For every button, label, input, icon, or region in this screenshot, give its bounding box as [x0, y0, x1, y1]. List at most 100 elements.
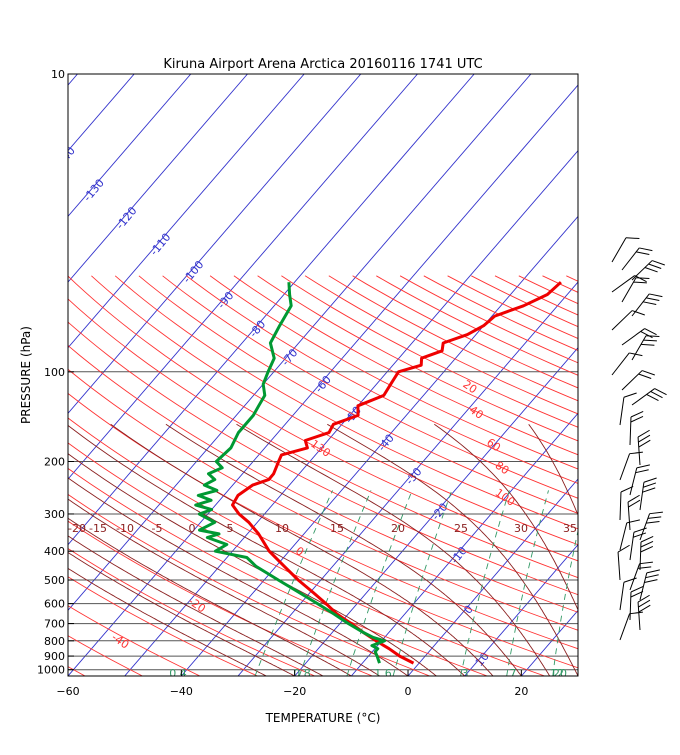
wind-barb	[611, 352, 643, 376]
wind-barb	[629, 464, 650, 496]
moist-adiabat-line	[68, 453, 437, 676]
wind-barb-shaft	[621, 370, 643, 391]
isotherm-label: -110	[147, 231, 173, 258]
wind-barb-shaft	[639, 572, 648, 601]
moist-adiabat-line	[68, 498, 380, 676]
wind-barbs	[611, 237, 667, 641]
isotherm-line	[68, 74, 305, 349]
dry-adiabat-line	[68, 275, 578, 562]
mixing-ratio-label: 1.6	[374, 667, 392, 680]
wind-barb-flag	[650, 391, 663, 399]
y-tick-label: 500	[44, 574, 65, 587]
x-axis-label: TEMPERATURE (°C)	[265, 711, 381, 725]
wind-barb-flag	[639, 561, 653, 565]
dry-adiabat-line	[114, 275, 578, 530]
wind-barb	[631, 388, 667, 406]
wind-barb-flag	[637, 429, 650, 438]
y-axis-label: PRESSURE (hPa)	[19, 326, 33, 424]
moist-adiabat-label: 25	[454, 522, 468, 535]
moist-adiabat-label: 35	[563, 522, 577, 535]
isotherm-line	[407, 478, 578, 676]
wind-barb-shaft	[631, 335, 647, 361]
dry-adiabat-line	[68, 344, 578, 613]
dry-adiabat-line	[233, 275, 578, 456]
wind-barb-flag	[640, 540, 654, 548]
wind-barb-flag	[654, 388, 667, 396]
wind-barb-flag	[629, 352, 643, 357]
wind-barb	[621, 370, 655, 391]
wind-barb-flag	[635, 277, 650, 280]
isotherm-line	[68, 74, 192, 217]
mixing-ratio-line	[552, 529, 578, 676]
wind-barb-shaft	[631, 260, 653, 281]
dry-adiabat-line	[257, 275, 578, 442]
wind-barb-flag	[648, 263, 662, 269]
wind-barb-flag	[646, 297, 660, 302]
y-tick-label: 600	[44, 598, 65, 611]
dry-adiabat-line	[68, 298, 578, 579]
dry-adiabat-line	[304, 275, 578, 415]
isotherm-line	[0, 74, 21, 676]
mixing-ratio-label: 12	[550, 667, 564, 680]
isotherm-line	[577, 675, 578, 676]
mixing-ratio-line	[346, 490, 413, 676]
wind-barb-shaft	[621, 247, 640, 271]
wind-barb-flag	[640, 331, 653, 339]
wind-barb	[611, 237, 640, 263]
moist-adiabat-label: -15	[89, 522, 107, 535]
isotherm-line	[124, 150, 578, 676]
isotherm-line	[68, 74, 475, 546]
dry-adiabat-line	[68, 442, 545, 676]
wind-barb	[619, 485, 634, 521]
isotherm-label: 0	[461, 603, 475, 617]
wind-barb-shaft	[631, 293, 650, 317]
mixing-ratio-line	[392, 490, 453, 676]
isotherm-label: -160	[0, 87, 14, 114]
mixing-ratio-label: 0.8	[293, 667, 311, 680]
dry-adiabat-line	[68, 520, 373, 676]
wind-barb-flag	[640, 343, 655, 346]
dry-adiabat-line	[566, 275, 578, 282]
wind-barb-flag	[641, 370, 655, 376]
wind-barb-flag	[636, 251, 650, 256]
mixing-ratio-label: 7	[510, 667, 517, 680]
isotherm-label: -150	[21, 115, 47, 142]
isotherm-line	[68, 74, 418, 480]
moist-adiabat-label: 10	[275, 522, 289, 535]
wind-barb-shaft	[619, 491, 622, 521]
dry-adiabat-line	[68, 666, 86, 676]
wind-barb-flag	[636, 464, 650, 469]
dry-adiabat-line	[352, 275, 578, 389]
wind-barb-flag	[634, 275, 647, 283]
wind-barb-flag	[638, 434, 651, 443]
wind-barb-flag	[627, 494, 640, 503]
wind-barb-flag	[628, 499, 641, 508]
isotherm-label: -120	[114, 204, 140, 231]
wind-barb	[639, 511, 663, 541]
x-tick-label: −20	[283, 685, 306, 698]
isotherm-line	[68, 74, 532, 611]
wind-barb-flag	[647, 516, 662, 519]
wind-barb-flag	[629, 611, 643, 615]
wind-barb-shaft	[611, 237, 627, 263]
wind-barb-flag	[623, 577, 637, 583]
wind-barb-flag	[638, 599, 651, 608]
wind-barb	[639, 535, 654, 571]
isotherm-line	[68, 74, 362, 414]
moist-adiabat-line	[68, 552, 295, 676]
dry-adiabat-line	[209, 275, 578, 470]
wind-barb-shaft	[619, 582, 625, 611]
chart-title: Kiruna Airport Arena Arctica 20160116 17…	[163, 57, 482, 72]
dry-adiabat-line	[186, 275, 578, 484]
dry-adiabat-line	[542, 275, 578, 293]
wind-barb-flag	[630, 585, 644, 593]
wind-barb-shaft	[611, 352, 630, 376]
wind-barb-flag	[643, 477, 657, 483]
wind-barb-flag	[617, 544, 630, 553]
y-tick-label: 900	[44, 650, 65, 663]
wind-barb-flag	[623, 392, 637, 398]
moist-adiabat-line	[528, 424, 578, 517]
isotherm-label: -130	[81, 177, 107, 204]
dry-adiabat-line	[423, 275, 578, 352]
